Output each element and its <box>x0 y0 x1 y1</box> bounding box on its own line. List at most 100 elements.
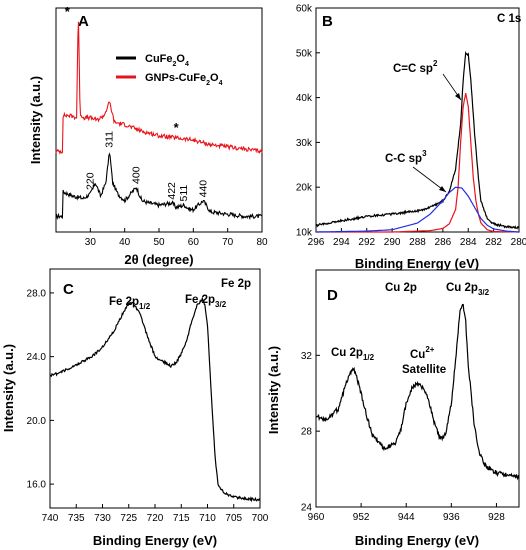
x-tick-label: 290 <box>384 237 401 248</box>
asterisk-marker: * <box>174 120 180 135</box>
panel-c-y-ticks: 16.0 20.0 24.0 28.0 <box>27 288 54 491</box>
x-tick-label: 296 <box>308 237 325 248</box>
x-tick-label: 715 <box>173 513 190 524</box>
panel-d-letter: D <box>327 287 338 304</box>
panel-a-series <box>55 21 263 221</box>
x-tick-label: 292 <box>358 237 375 248</box>
x-tick-label: 700 <box>252 513 269 524</box>
annotation-fe-2p-3-2: Fe 2p3/2 <box>185 294 227 309</box>
panel-d-x-ticks: 960 952 944 936 928 <box>308 503 505 523</box>
peak-index-label: 220 <box>85 172 97 190</box>
panel-d-corner-label: Cu 2p <box>385 282 417 294</box>
panel-d-frame <box>315 269 520 508</box>
y-tick-label: 24.0 <box>27 352 47 363</box>
series-line-0 <box>315 303 520 481</box>
y-tick-label: 10k <box>296 228 313 239</box>
x-tick-label: 720 <box>147 513 164 524</box>
annotation-c-c-sp2: C=C sp2 <box>393 59 438 75</box>
series-line-cufe2o4 <box>55 152 263 221</box>
x-tick-label: 30 <box>85 237 97 248</box>
x-tick-label: 280 <box>511 237 526 248</box>
y-tick-label: 50k <box>296 48 313 59</box>
y-tick-label: 28 <box>301 427 313 438</box>
x-tick-label: 952 <box>353 512 370 523</box>
panel-c-x-title: Binding Energy (eV) <box>93 533 217 548</box>
series-line-2 <box>316 186 519 233</box>
series-line-0 <box>49 296 261 503</box>
panel-a-frame <box>55 7 263 233</box>
x-tick-label: 740 <box>42 513 59 524</box>
panel-c-frame <box>49 268 261 509</box>
panel-b: B C 1s 296 294 292 290 288 286 284 282 280 10k 20… <box>296 4 526 272</box>
peak-index-label: 400 <box>130 166 142 184</box>
series-line-0 <box>315 50 520 230</box>
asterisk-marker: * <box>65 4 71 19</box>
x-tick-label: 710 <box>199 513 216 524</box>
panel-d-y-title: Intensity (a.u.) <box>266 346 281 434</box>
x-tick-label: 60 <box>188 237 200 248</box>
y-tick-label: 28.0 <box>27 288 47 299</box>
x-tick-label: 70 <box>222 237 234 248</box>
series-line-gnps-cufe2o4 <box>55 21 263 155</box>
panel-a-letter: A <box>78 13 89 30</box>
annotation-c-c-sp2-arrowhead <box>455 93 461 100</box>
annotation-c-c-sp3-arrow <box>412 166 447 193</box>
x-tick-label: 730 <box>94 513 111 524</box>
panel-d-x-title: Binding Energy (eV) <box>355 533 479 548</box>
x-tick-label: 284 <box>460 237 477 248</box>
x-tick-label: 288 <box>409 237 426 248</box>
panel-b-x-ticks: 296 294 292 290 288 286 284 282 280 <box>308 228 526 248</box>
panel-b-x-title: Binding Energy (eV) <box>355 256 479 271</box>
peak-index-label: 422 <box>166 182 178 200</box>
x-tick-label: 294 <box>333 237 350 248</box>
panel-a-x-ticks: 30 40 50 60 70 80 <box>85 228 268 248</box>
panel-a-star-markers: ** <box>65 4 180 135</box>
panel-c-series <box>49 296 261 503</box>
panel-a-peak-labels: 220 311 400 422 511 440 <box>85 131 210 202</box>
y-tick-label: 30k <box>296 138 313 149</box>
panel-c-x-ticks: 740 735 730 725 720 715 710 705 700 <box>42 504 269 524</box>
panel-b-letter: B <box>322 13 333 30</box>
panel-b-corner-label: C 1s <box>497 13 521 25</box>
annotation-cu2-satellite: Cu2+ <box>410 345 435 361</box>
x-tick-label: 960 <box>308 512 325 523</box>
panel-a-x-title: 2θ (degree) <box>124 252 193 267</box>
annotation-satellite: Satellite <box>402 364 446 376</box>
panel-c: C Fe 2p 740 735 730 725 720 715 710 705 700 16.0… <box>1 268 269 548</box>
panel-c-corner-label: Fe 2p <box>221 278 251 290</box>
legend-label-gnps-cufe2o4: GNPs-CuFe2O4 <box>145 72 223 87</box>
panel-d-series <box>315 303 520 481</box>
annotation-fe-2p-1-2: Fe 2p1/2 <box>109 296 151 311</box>
x-tick-label: 286 <box>435 237 452 248</box>
y-tick-label: 24 <box>301 503 313 514</box>
x-tick-label: 725 <box>120 513 137 524</box>
y-tick-label: 60k <box>296 4 313 15</box>
x-tick-label: 50 <box>153 237 165 248</box>
y-tick-label: 20.0 <box>27 416 47 427</box>
annotation-cu-2p-3-2: Cu 2p3/2 <box>446 282 490 297</box>
panel-d-y-ticks: 24 28 32 <box>301 351 320 514</box>
panel-a-legend: CuFe2O4 GNPs-CuFe2O4 <box>116 53 223 87</box>
panel-b-series <box>315 50 520 233</box>
y-tick-label: 32 <box>301 351 313 362</box>
annotation-cu-2p-1-2: Cu 2p1/2 <box>331 347 375 362</box>
panel-b-frame <box>315 7 520 233</box>
x-tick-label: 735 <box>68 513 85 524</box>
peak-index-label: 311 <box>104 131 116 148</box>
y-tick-label: 40k <box>296 93 313 104</box>
x-tick-label: 80 <box>256 237 268 248</box>
x-tick-label: 944 <box>398 512 415 523</box>
panel-c-letter: C <box>63 281 74 298</box>
legend-label-cufe2o4: CuFe2O4 <box>145 53 189 68</box>
y-tick-label: 16.0 <box>27 480 47 491</box>
peak-index-label: 511 <box>178 185 190 202</box>
x-tick-label: 936 <box>443 512 460 523</box>
panel-a-y-title: Intensity (a.u.) <box>28 76 43 164</box>
x-tick-label: 928 <box>488 512 505 523</box>
peak-index-label: 440 <box>197 180 209 198</box>
annotation-c-c-sp3-arrowhead <box>439 186 446 192</box>
x-tick-label: 705 <box>225 513 242 524</box>
